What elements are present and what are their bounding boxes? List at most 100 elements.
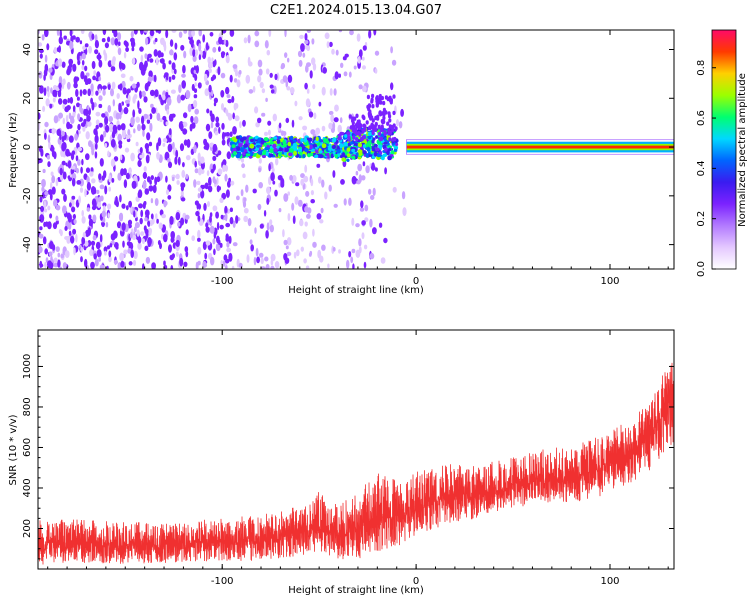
spectrogram-noise-blob: [125, 205, 129, 211]
spectrogram-noise-blob: [140, 231, 145, 236]
spectrogram-noise-blob: [117, 47, 122, 56]
spectrogram-noise-blob: [361, 56, 365, 61]
spectrogram-noise-blob: [333, 117, 339, 123]
spectrogram-signal-blob: [378, 131, 382, 137]
spectrogram-signal-blob: [378, 144, 383, 149]
spectrogram-noise-blob: [140, 209, 144, 218]
spectrogram-noise-blob: [215, 211, 220, 219]
spectrogram-noise-blob: [226, 151, 231, 160]
snr-series-line: [38, 362, 674, 565]
spectrogram-noise-blob: [236, 195, 240, 201]
spectrogram-noise-blob: [43, 200, 47, 209]
spectrogram-noise-blob: [84, 188, 87, 198]
spectrogram-noise-blob: [361, 232, 365, 240]
spectrogram-noise-blob: [67, 97, 71, 104]
spectrogram-signal-blob: [388, 130, 392, 136]
spectrogram-noise-blob: [39, 214, 45, 223]
spectrogram-noise-blob: [332, 121, 336, 130]
spectrogram-y-tick-label: -40: [22, 236, 33, 252]
spectrogram-noise-blob: [80, 30, 85, 34]
spectrogram-noise-blob: [149, 89, 155, 97]
spectrogram-noise-blob: [40, 148, 44, 157]
spectrogram-noise-blob: [95, 124, 99, 130]
spectrogram-noise-blob: [79, 187, 84, 193]
spectrogram-noise-blob: [331, 48, 335, 55]
spectrogram-noise-blob: [157, 30, 162, 34]
spectrogram-noise-blob: [55, 215, 59, 222]
spectrogram-noise-blob: [265, 68, 270, 75]
spectrogram-noise-blob: [62, 205, 67, 214]
spectrogram-noise-blob: [98, 173, 102, 181]
spectrogram-noise-blob: [205, 240, 211, 246]
spectrogram-noise-blob: [139, 46, 144, 52]
spectrogram-noise-blob: [108, 186, 111, 192]
spectrogram-noise-blob: [87, 227, 92, 236]
spectrogram-noise-blob: [167, 157, 171, 163]
spectrogram-noise-blob: [370, 164, 376, 171]
spectrogram-noise-blob: [87, 88, 91, 97]
spectrogram-noise-blob: [229, 30, 235, 37]
spectrogram-noise-blob: [42, 236, 47, 245]
spectrogram-signal-blob: [314, 154, 319, 158]
spectrogram-noise-blob: [71, 195, 76, 200]
spectrogram-signal-blob: [254, 147, 260, 152]
spectrogram-noise-blob: [193, 116, 199, 125]
spectrogram-noise-blob: [76, 180, 82, 185]
spectrogram-signal-blob: [380, 128, 384, 133]
spectrogram-noise-blob: [300, 246, 304, 252]
spectrogram-noise-blob: [170, 89, 176, 94]
spectrogram-noise-blob: [44, 132, 47, 140]
spectrogram-noise-blob: [88, 214, 92, 220]
spectrogram-noise-blob: [104, 185, 108, 195]
spectrogram-noise-blob: [148, 70, 153, 78]
spectrogram-noise-blob: [181, 80, 186, 89]
spectrogram-noise-blob: [304, 206, 309, 213]
spectrogram-noise-blob: [70, 235, 75, 244]
spectrogram-signal-blob: [375, 147, 380, 152]
spectrogram-noise-blob: [183, 261, 188, 267]
spectrogram-noise-blob: [101, 113, 106, 118]
spectrogram-noise-blob: [58, 36, 63, 45]
spectrogram-noise-blob: [346, 259, 350, 269]
spectrogram-signal-blob: [354, 127, 358, 132]
spectrogram-noise-blob: [121, 222, 126, 232]
spectrogram-noise-blob: [99, 234, 103, 243]
spectrogram-noise-blob: [210, 121, 214, 129]
spectrogram-signal-blob: [351, 155, 356, 160]
spectrogram-noise-blob: [179, 257, 184, 267]
spectrogram-noise-blob: [58, 76, 63, 85]
spectrogram-noise-blob: [122, 130, 126, 139]
spectrogram-noise-blob: [52, 97, 56, 103]
spectrogram-signal-blob: [391, 137, 395, 142]
spectrogram-signal-blob: [269, 148, 275, 154]
snr-y-tick-label: 600: [22, 438, 33, 457]
spectrogram-noise-blob: [370, 195, 375, 200]
spectrogram-noise-blob: [259, 81, 264, 89]
spectrogram-signal-blob: [278, 147, 284, 152]
spectrogram-noise-blob: [292, 215, 296, 224]
spectrogram-noise-blob: [334, 104, 339, 112]
spectrogram-signal-blob: [386, 96, 390, 102]
spectrogram-noise-blob: [49, 192, 53, 201]
spectrogram-noise-blob: [110, 158, 116, 167]
spectrogram-noise-blob: [104, 250, 107, 256]
spectrogram-noise-blob: [305, 190, 310, 197]
spectrogram-noise-blob: [253, 256, 257, 266]
spectrogram-noise-blob: [242, 200, 247, 208]
spectrogram-noise-blob: [212, 205, 218, 212]
spectrogram-noise-blob: [264, 131, 268, 136]
spectrogram-noise-blob: [210, 89, 214, 97]
spectrogram-noise-blob: [209, 215, 212, 223]
spectrogram-noise-blob: [313, 112, 317, 120]
spectrogram-signal-blob: [378, 136, 382, 142]
spectrogram-noise-blob: [401, 191, 406, 200]
spectrogram-noise-blob: [287, 57, 290, 63]
spectrogram-noise-blob: [270, 89, 275, 94]
snr-x-tick-label: 100: [600, 576, 619, 587]
spectrogram-signal-blob: [375, 135, 379, 139]
spectrogram-signal-blob: [346, 158, 350, 162]
spectrogram-noise-blob: [229, 207, 233, 213]
spectrogram-noise-blob: [278, 208, 282, 213]
spectrogram-signal-blob: [383, 141, 388, 145]
spectrogram-noise-blob: [138, 108, 142, 114]
